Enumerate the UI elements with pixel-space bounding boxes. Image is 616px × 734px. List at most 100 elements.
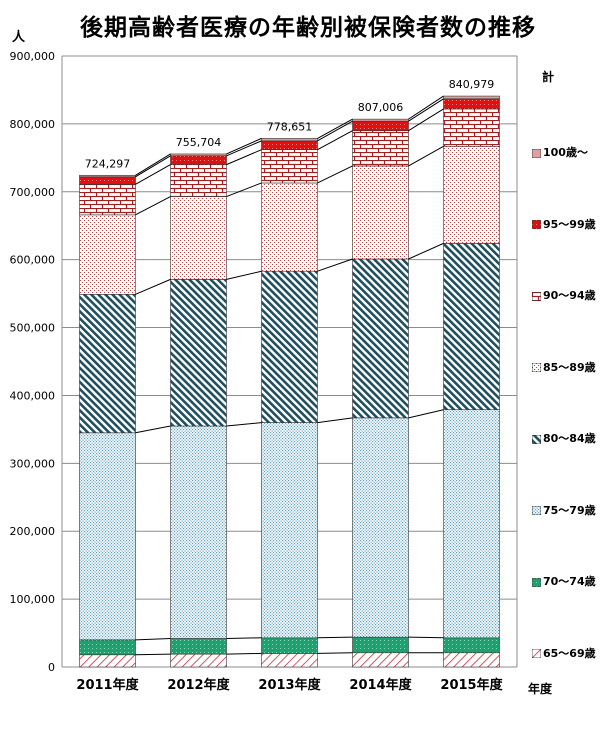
total-label: 724,297 <box>85 157 131 170</box>
series-connector-line <box>317 165 353 184</box>
bar-segment-95-99 <box>352 120 409 131</box>
series-connector-line <box>226 149 262 166</box>
legend-swatch <box>531 291 542 301</box>
series-connector-line <box>317 118 353 139</box>
bar-segment-70-74 <box>352 636 409 654</box>
series-connector-line <box>408 636 444 639</box>
legend-swatch <box>531 577 542 587</box>
legend-swatch <box>531 648 542 659</box>
y-tick-label: 600,000 <box>10 254 56 267</box>
series-connector-line <box>226 422 262 427</box>
x-axis-unit: 年度 <box>528 682 553 696</box>
y-tick-label: 900,000 <box>10 50 56 63</box>
total-label: 807,006 <box>358 101 404 114</box>
y-tick-label: 200,000 <box>10 525 56 538</box>
bar-segment-95-99 <box>261 140 318 150</box>
series-connector-line <box>226 140 262 157</box>
bar-segment-80-84 <box>261 270 318 423</box>
bar-segment-75-79 <box>79 432 136 641</box>
legend-swatch <box>531 505 542 516</box>
series-connector-line <box>135 164 171 185</box>
bar-segment-80-84 <box>79 293 136 434</box>
legend-item: 70〜74歳 <box>531 573 596 589</box>
series-connector-line <box>135 425 171 434</box>
x-category-label: 2015年度 <box>440 677 503 693</box>
series-connector-line <box>226 182 262 197</box>
bar-segment-100+ <box>352 118 409 122</box>
series-connector-line <box>408 98 444 122</box>
bar-segment-85-89 <box>352 165 409 260</box>
series-connector-line <box>226 137 262 155</box>
series-connector-line <box>408 409 444 419</box>
legend-swatch <box>531 219 542 230</box>
series-connector-line <box>135 155 171 178</box>
bar-segment-65-69 <box>352 652 409 668</box>
y-tick-label: 300,000 <box>10 457 56 470</box>
bar-segment-85-89 <box>170 196 227 280</box>
bar-segment-70-74 <box>170 638 227 655</box>
x-category-label: 2013年度 <box>258 677 321 693</box>
y-tick-label: 400,000 <box>10 389 56 402</box>
bar-segment-90-94 <box>79 184 136 216</box>
series-connector-line <box>317 636 353 639</box>
legend-swatch <box>531 362 542 373</box>
bar-segment-90-94 <box>352 130 409 167</box>
series-connector-line <box>408 108 444 132</box>
legend-label: 80〜84歳 <box>543 432 596 445</box>
bar-segment-70-74 <box>79 639 136 656</box>
series-connector-line <box>226 270 262 280</box>
bar-segment-90-94 <box>261 149 318 184</box>
chart-title: 後期高齢者医療の年齢別被保険者数の推移 <box>80 15 536 41</box>
legend-item: 85〜89歳 <box>531 359 596 375</box>
legend-label: 85〜89歳 <box>543 360 596 374</box>
total-label: 755,704 <box>176 136 222 149</box>
series-connector-line <box>317 258 353 272</box>
y-tick-label: 500,000 <box>10 322 56 335</box>
y-tick-label: 100,000 <box>10 593 56 606</box>
legend-label: 65〜69歳 <box>543 646 596 660</box>
legend-label: 90〜94歳 <box>543 289 596 302</box>
series-connector-line <box>226 652 262 655</box>
legend-label: 75〜79歳 <box>543 503 596 517</box>
bar-segment-75-79 <box>352 417 409 638</box>
legend-item: 90〜94歳 <box>531 287 596 303</box>
bar-segment-80-84 <box>443 243 500 411</box>
series-connector-line <box>135 196 171 216</box>
bar-segment-85-89 <box>443 145 500 244</box>
bar-segment-65-69 <box>170 653 227 668</box>
bar-segment-70-74 <box>261 637 318 654</box>
series-connector-line <box>317 130 353 151</box>
bar-segment-90-94 <box>443 108 500 147</box>
series-connector-line <box>135 278 171 295</box>
bar-segment-75-79 <box>443 409 500 639</box>
legend-item: 100歳〜 <box>531 144 588 160</box>
series-connector-line <box>135 637 171 641</box>
y-tick-label: 0 <box>48 661 55 674</box>
legend-label: 95〜99歳 <box>543 217 596 231</box>
bar-segment-95-99 <box>443 98 500 110</box>
series-connector-line <box>408 242 444 260</box>
series-connector-line <box>408 145 444 167</box>
bar-segment-85-89 <box>261 182 318 272</box>
legend-label: 70〜74歳 <box>543 575 596 588</box>
y-axis-unit: 人 <box>12 30 26 45</box>
series-connector-line <box>408 95 444 120</box>
series-connector-line <box>317 652 353 654</box>
x-category-label: 2012年度 <box>167 677 230 693</box>
legend-item: 95〜99歳 <box>531 216 596 232</box>
y-tick-label: 800,000 <box>10 118 56 131</box>
legend-item: 75〜79歳 <box>531 502 596 518</box>
x-category-label: 2014年度 <box>349 677 412 693</box>
bar-segment-100+ <box>170 153 227 157</box>
bar-segment-100+ <box>79 174 136 178</box>
legend-swatch <box>531 434 542 444</box>
series-connector-line <box>135 153 171 176</box>
series-connector-line <box>135 653 171 656</box>
total-label: 840,979 <box>449 78 495 91</box>
bar-segment-80-84 <box>352 258 409 419</box>
bar-segment-100+ <box>261 138 318 142</box>
bar-segment-75-79 <box>170 425 227 639</box>
series-connector-line <box>317 120 353 142</box>
legend-item: 80〜84歳 <box>531 430 596 446</box>
